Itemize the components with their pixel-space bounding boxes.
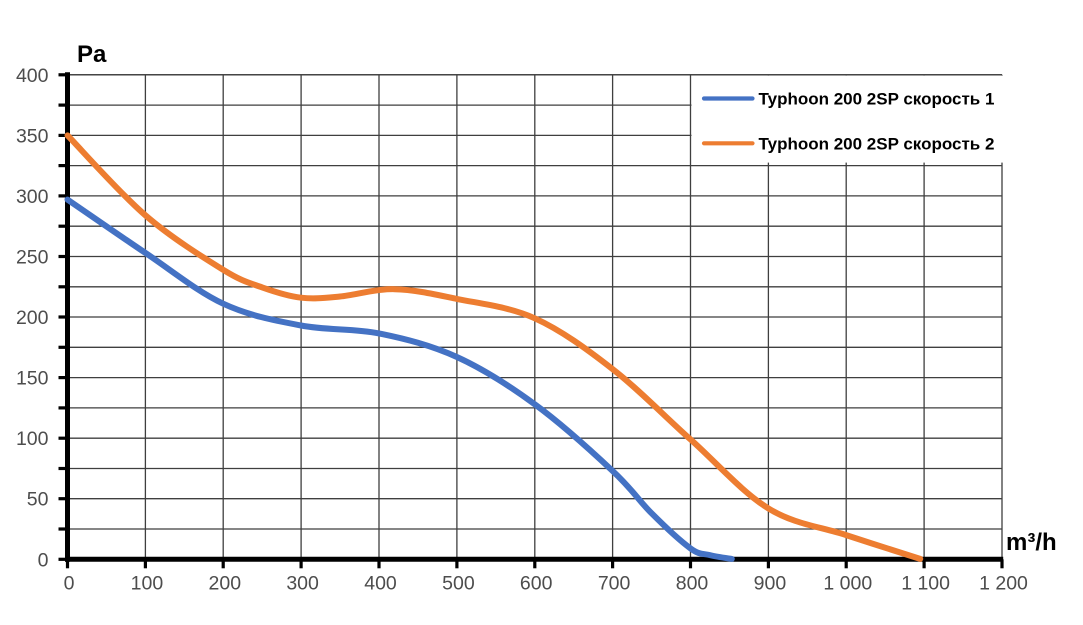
svg-text:Typhoon 200 2SP скорость 1: Typhoon 200 2SP скорость 1 [759, 90, 995, 109]
svg-text:900: 900 [754, 573, 787, 595]
svg-text:Typhoon 200 2SP скорость 2: Typhoon 200 2SP скорость 2 [759, 134, 995, 153]
svg-text:250: 250 [16, 247, 49, 269]
svg-text:500: 500 [442, 573, 475, 595]
svg-text:100: 100 [131, 573, 164, 595]
svg-text:1 000: 1 000 [823, 573, 872, 595]
svg-text:1 100: 1 100 [901, 573, 950, 595]
svg-text:200: 200 [209, 573, 242, 595]
svg-text:100: 100 [16, 428, 49, 450]
svg-text:400: 400 [364, 573, 397, 595]
svg-text:400: 400 [16, 65, 49, 87]
svg-text:600: 600 [520, 573, 553, 595]
svg-text:0: 0 [64, 573, 75, 595]
svg-text:700: 700 [598, 573, 631, 595]
svg-text:Pa: Pa [77, 41, 107, 68]
svg-text:300: 300 [16, 186, 49, 208]
svg-text:800: 800 [676, 573, 709, 595]
svg-text:1 200: 1 200 [979, 573, 1028, 595]
svg-text:200: 200 [16, 307, 49, 329]
svg-text:0: 0 [38, 549, 49, 571]
svg-text:350: 350 [16, 125, 49, 147]
svg-text:m³/h: m³/h [1006, 529, 1057, 556]
svg-text:50: 50 [27, 489, 49, 511]
svg-text:300: 300 [286, 573, 319, 595]
svg-text:150: 150 [16, 368, 49, 390]
